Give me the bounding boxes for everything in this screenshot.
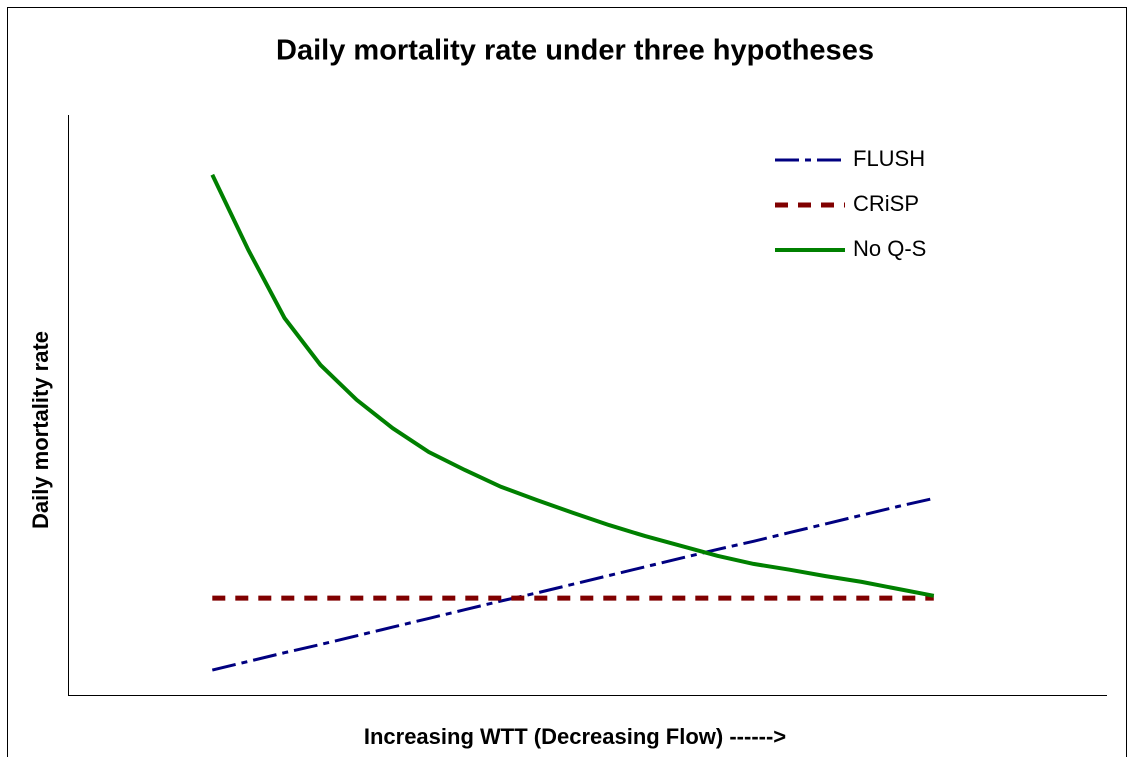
chart-border [7,7,1127,757]
series-line [211,496,935,672]
chart-title: Daily mortality rate under three hypothe… [276,35,874,67]
series-line [210,173,935,598]
legend-label: FLUSH [853,146,925,171]
y-axis-label: Daily mortality rate [28,331,53,529]
legend-label: CRiSP [853,191,919,216]
x-axis-label: Increasing WTT (Decreasing Flow) ------> [364,724,786,749]
legend-label: No Q-S [853,236,926,261]
